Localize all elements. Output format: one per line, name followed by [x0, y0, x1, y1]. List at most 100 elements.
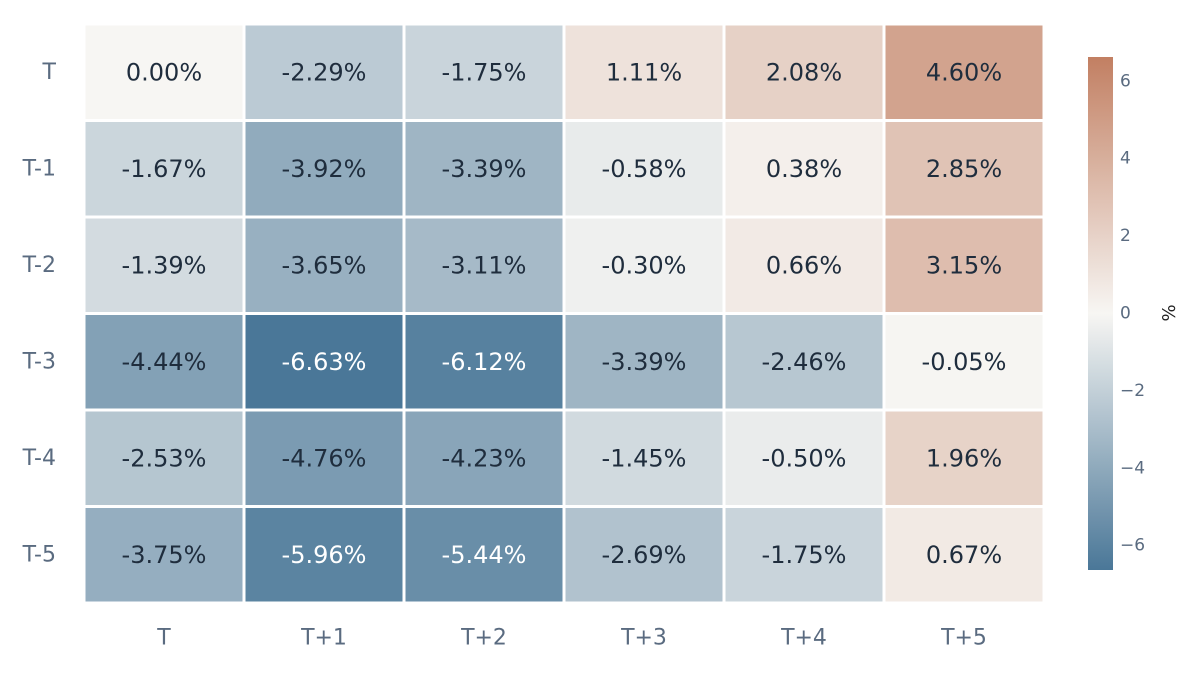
cell-value-label: -3.39% [442, 155, 527, 183]
heatmap-cell [85, 315, 243, 409]
heatmap-cell [725, 218, 883, 312]
cell-value-label: -1.67% [122, 155, 207, 183]
cell-value-label: 2.85% [926, 155, 1002, 183]
cell-value-label: 3.15% [926, 251, 1002, 279]
heatmap-cell [885, 315, 1043, 409]
heatmap-cells [85, 25, 1043, 602]
heatmap-cell [565, 122, 723, 216]
x-tick-label: T+4 [780, 626, 827, 651]
colorbar-gradient [1088, 57, 1113, 570]
heatmap-cell [565, 411, 723, 505]
heatmap-cell [725, 315, 883, 409]
colorbar-tick-label: −6 [1120, 536, 1145, 556]
heatmap-cell [885, 411, 1043, 505]
colorbar-title: % [1159, 304, 1180, 321]
heatmap-cell [85, 411, 243, 505]
heatmap-cell [565, 25, 723, 119]
cell-value-label: 0.00% [126, 58, 202, 86]
x-tick-label: T [156, 626, 171, 651]
cell-value-label: -2.29% [282, 58, 367, 86]
heatmap-cell [565, 218, 723, 312]
heatmap-cell [245, 122, 403, 216]
heatmap-cell [245, 218, 403, 312]
heatmap-cell [405, 218, 563, 312]
y-tick-label: T-1 [22, 156, 56, 181]
y-tick-label: T-4 [22, 446, 56, 471]
cell-value-label: 2.08% [766, 58, 842, 86]
heatmap-cell [405, 411, 563, 505]
cell-value-label: -5.44% [442, 541, 527, 569]
cell-value-label: -1.45% [602, 444, 687, 472]
cell-value-label: -3.65% [282, 251, 367, 279]
colorbar-tick-label: 2 [1120, 226, 1131, 246]
x-axis: T T+1 T+2 T+3 T+4 T+5 [156, 626, 987, 651]
heatmap-cell [245, 508, 403, 602]
heatmap-cell [565, 315, 723, 409]
x-tick-label: T+3 [620, 626, 667, 651]
cell-value-label: 0.66% [766, 251, 842, 279]
cell-value-label: -2.69% [602, 541, 687, 569]
heatmap-cell [245, 25, 403, 119]
heatmap-cell [885, 508, 1043, 602]
heatmap-cell [885, 25, 1043, 119]
heatmap-cell [405, 25, 563, 119]
colorbar-tick-label: 4 [1120, 149, 1131, 169]
cell-value-label: -4.76% [282, 444, 367, 472]
heatmap-cell-labels: 0.00% -2.29% -1.75% 1.11% 2.08% 4.60% -1.67% -3… [122, 58, 1007, 569]
heatmap-cell [725, 508, 883, 602]
cell-value-label: -3.39% [602, 348, 687, 376]
cell-value-label: -2.53% [122, 444, 207, 472]
heatmap-cell [85, 508, 243, 602]
cell-value-label: -1.75% [762, 541, 847, 569]
heatmap-cell [885, 122, 1043, 216]
heatmap-cell [725, 411, 883, 505]
colorbar-tick-label: 6 [1120, 71, 1131, 91]
y-axis: T T-1 T-2 T-3 T-4 T-5 [22, 60, 57, 568]
heatmap-cell [85, 218, 243, 312]
cell-value-label: -4.23% [442, 444, 527, 472]
heatmap-cell [245, 315, 403, 409]
cell-value-label: -3.92% [282, 155, 367, 183]
cell-value-label: -3.11% [442, 251, 527, 279]
colorbar-tick-label: −2 [1120, 381, 1145, 401]
heatmap-cell [725, 122, 883, 216]
y-tick-label: T-2 [22, 253, 56, 278]
cell-value-label: -1.39% [122, 251, 207, 279]
cell-value-label: -0.30% [602, 251, 687, 279]
heatmap-cell [85, 122, 243, 216]
cell-value-label: -0.50% [762, 444, 847, 472]
cell-value-label: -4.44% [122, 348, 207, 376]
cell-value-label: 4.60% [926, 58, 1002, 86]
heatmap-cell [405, 508, 563, 602]
x-tick-label: T+2 [460, 626, 507, 651]
cell-value-label: -0.05% [922, 348, 1007, 376]
heatmap-cell [885, 218, 1043, 312]
colorbar: 6 4 2 0 −2 −4 −6 % [1088, 57, 1180, 570]
x-tick-label: T+1 [300, 626, 347, 651]
cell-value-label: -3.75% [122, 541, 207, 569]
heatmap-cell [245, 411, 403, 505]
x-tick-label: T+5 [940, 626, 987, 651]
cell-value-label: 1.96% [926, 444, 1002, 472]
cell-value-label: 0.38% [766, 155, 842, 183]
heatmap-cell [405, 122, 563, 216]
colorbar-tick-label: 0 [1120, 304, 1131, 324]
y-tick-label: T [42, 60, 57, 85]
cell-value-label: -2.46% [762, 348, 847, 376]
colorbar-ticks: 6 4 2 0 −2 −4 −6 [1120, 71, 1145, 555]
cell-value-label: -0.58% [602, 155, 687, 183]
cell-value-label: -1.75% [442, 58, 527, 86]
heatmap-cell [565, 508, 723, 602]
y-tick-label: T-5 [22, 542, 56, 567]
cell-value-label: -6.12% [442, 348, 527, 376]
cell-value-label: -5.96% [282, 541, 367, 569]
cell-value-label: 0.67% [926, 541, 1002, 569]
heatmap-cell [725, 25, 883, 119]
cell-value-label: -6.63% [282, 348, 367, 376]
y-tick-label: T-3 [22, 349, 56, 374]
colorbar-tick-label: −4 [1120, 458, 1145, 478]
heatmap-cell [405, 315, 563, 409]
cell-value-label: 1.11% [606, 58, 682, 86]
heatmap-cell [85, 25, 243, 119]
